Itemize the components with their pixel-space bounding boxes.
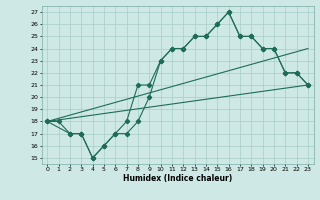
X-axis label: Humidex (Indice chaleur): Humidex (Indice chaleur) (123, 174, 232, 183)
